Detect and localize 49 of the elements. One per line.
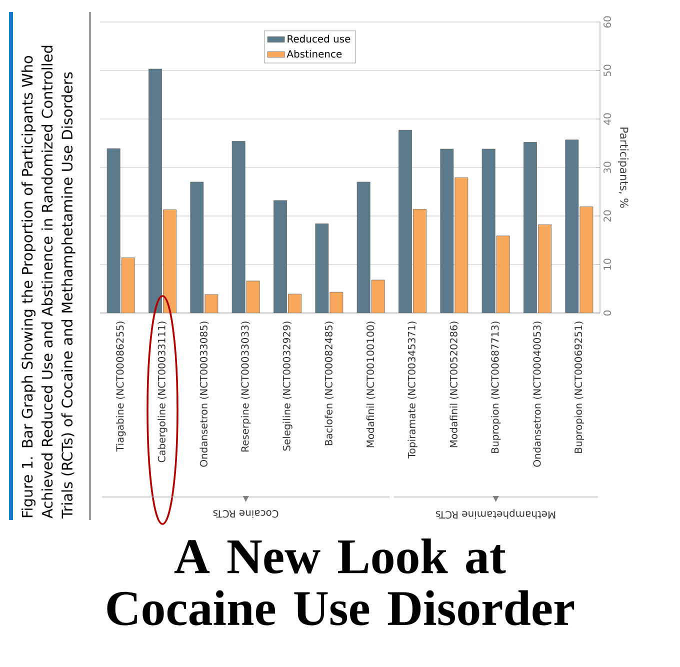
bar (356, 182, 370, 313)
bar (204, 294, 218, 313)
bar (398, 130, 412, 313)
x-tick-label: Modafinil (NCT00100100) (366, 322, 376, 448)
bar (454, 177, 468, 313)
x-tick-label: Modafinil (NCT00520286) (450, 322, 459, 448)
x-tick-label: Bupropion (NCT00069251) (574, 322, 584, 453)
x-tick-label: Bupropion (NCT00687713) (491, 322, 501, 453)
bar (288, 294, 302, 313)
legend-label: Abstinence (286, 50, 342, 58)
legend-label: Reduced use (288, 34, 350, 43)
bar (413, 208, 426, 313)
bar (163, 209, 176, 313)
x-tick-label: Tiagabine (NCT00086255) (116, 322, 126, 452)
bar (440, 148, 454, 313)
y-tick-label: 60 (604, 16, 612, 28)
text: Figure 1. Bar Graph Showing the Proportion of Participants Who Achieved Reduced Use and Abstinence in Randomized Controlled Trials (RCTs) of Cocaine and Methamphetamine Use Disorders (22, 46, 76, 519)
x-tick-label: Cabergoline (NCT00033111) (158, 322, 168, 462)
y-tick-label: 20 (604, 210, 612, 222)
bar (482, 148, 496, 313)
x-tick-label: Baclofen (NCT00082485) (324, 322, 334, 446)
bar (524, 142, 537, 313)
bar (148, 68, 162, 313)
x-tick-label: Topiramate (NCT00345371) (408, 322, 418, 459)
bar (538, 224, 552, 313)
y-tick-label: 40 (604, 113, 612, 125)
bar (121, 257, 135, 313)
bar (580, 206, 594, 313)
text: Cocaine RCTs (213, 510, 278, 518)
bar (371, 280, 385, 313)
bar (190, 182, 204, 313)
bar (315, 224, 329, 313)
y-tick-label: 10 (604, 258, 612, 270)
text: Methamphetamine RCTs (436, 509, 556, 519)
bar (565, 140, 579, 313)
y-axis-title: Participants, % (618, 128, 629, 208)
x-tick-label: Reserpine (NCT00033033) (241, 322, 251, 452)
bar (106, 148, 120, 313)
y-tick-label: 30 (604, 162, 612, 174)
x-tick-label: Ondansetron (NCT00040053) (533, 322, 542, 467)
x-tick-label: Ondansetron (NCT00033085) (200, 322, 209, 467)
x-tick-label: Selegiline (NCT00032929) (282, 322, 292, 451)
y-tick-label: 0 (604, 310, 612, 316)
bar (496, 236, 510, 313)
bar (274, 200, 287, 313)
bar (232, 141, 246, 313)
y-tick-label: 50 (604, 64, 612, 76)
text: A New Look at Cocaine Use Disorder (107, 538, 574, 626)
bar (246, 280, 260, 313)
